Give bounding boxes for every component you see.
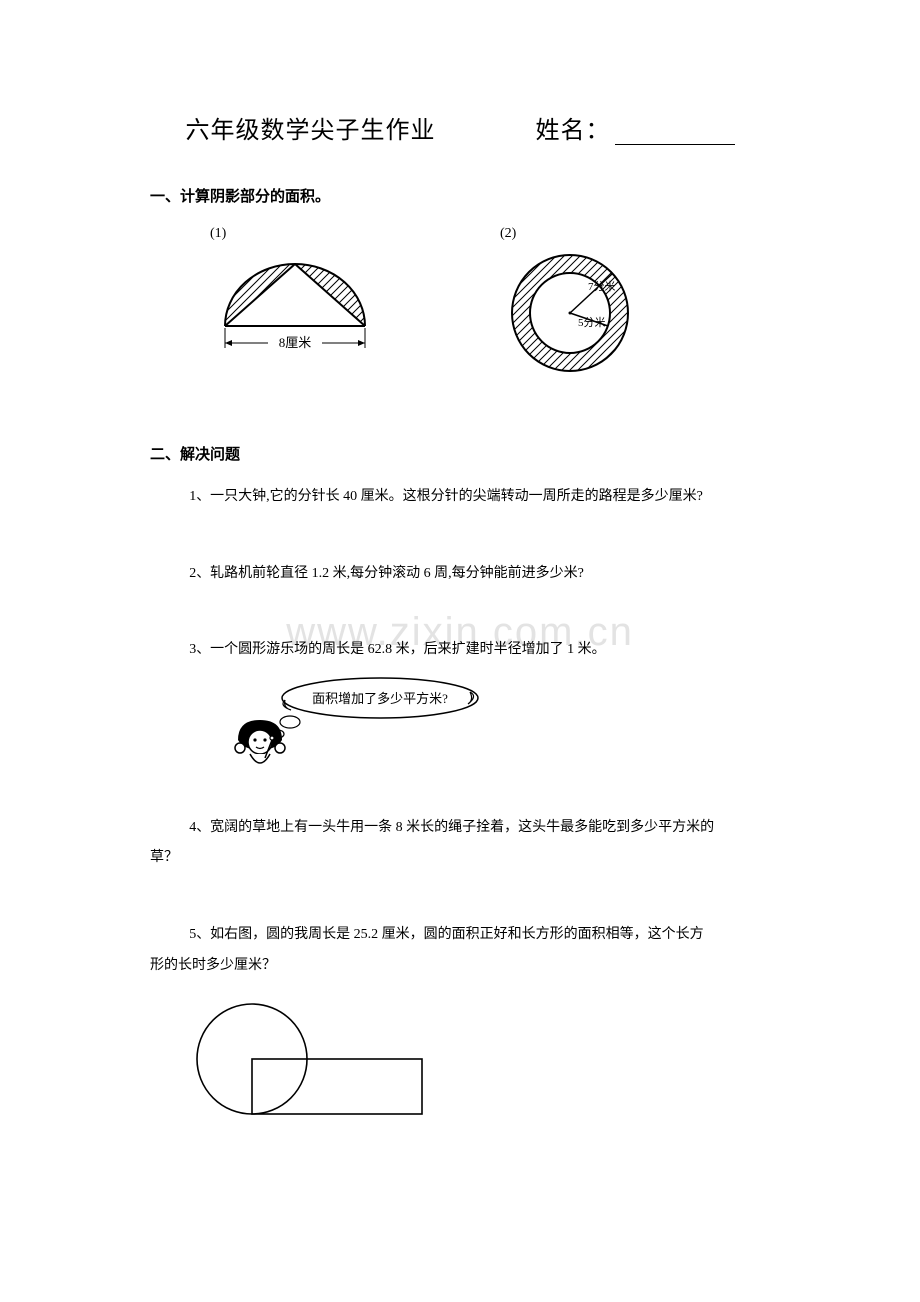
figure-2-label: (2) <box>500 226 640 242</box>
figure-2-outer-label: 7分米 <box>588 280 616 293</box>
figure-2-inner-label: 5分米 <box>578 316 606 329</box>
figure-1-svg: 8厘米 <box>210 248 380 358</box>
question-5-figure <box>190 999 770 1134</box>
question-5-b: 形的长时多少厘米？ <box>150 953 770 980</box>
question-4-a: 4、宽阔的草地上有一头牛用一条 8 米长的绳子拴着，这头牛最多能吃到多少平方米的 <box>150 815 770 842</box>
figure-2-svg: 7分米 5分米 <box>500 248 640 378</box>
section2-heading: 二、解决问题 <box>150 443 770 464</box>
question-3-figure: 面积增加了多少平方米? <box>210 670 770 785</box>
section1-heading: 一、计算阴影部分的面积。 <box>150 185 770 206</box>
title-row: 六年级数学尖子生作业 姓名： <box>150 110 770 145</box>
question-3-line1: 3、一个圆形游乐场的周长是 62.8 米，后来扩建时半径增加了 1 米。 <box>150 637 770 664</box>
question-2: 2、轧路机前轮直径 1.2 米,每分钟滚动 6 周,每分钟能前进多少米? <box>150 561 770 588</box>
figure-2: (2) 7分米 <box>500 226 640 383</box>
name-blank <box>615 144 735 145</box>
figures-row: (1) <box>210 226 770 383</box>
name-label: 姓名： <box>536 118 611 144</box>
worksheet-page: 六年级数学尖子生作业 姓名： 一、计算阴影部分的面积。 (1) <box>0 0 920 1194</box>
title-text: 六年级数学尖子生作业 <box>186 118 436 144</box>
question-3-bubble-text: 面积增加了多少平方米? <box>312 691 448 706</box>
figure-1: (1) <box>210 226 380 363</box>
girl-icon <box>235 720 285 763</box>
title-spacer <box>436 118 536 144</box>
question-1: 1、一只大钟,它的分针长 40 厘米。这根分针的尖端转动一周所走的路程是多少厘米… <box>150 484 770 511</box>
question-5-a: 5、如右图，圆的我周长是 25.2 厘米，圆的面积正好和长方形的面积相等，这个长… <box>150 922 770 949</box>
figure-1-label: (1) <box>210 226 380 242</box>
question-4-b: 草？ <box>150 845 770 872</box>
figure-1-dim: 8厘米 <box>279 335 312 350</box>
